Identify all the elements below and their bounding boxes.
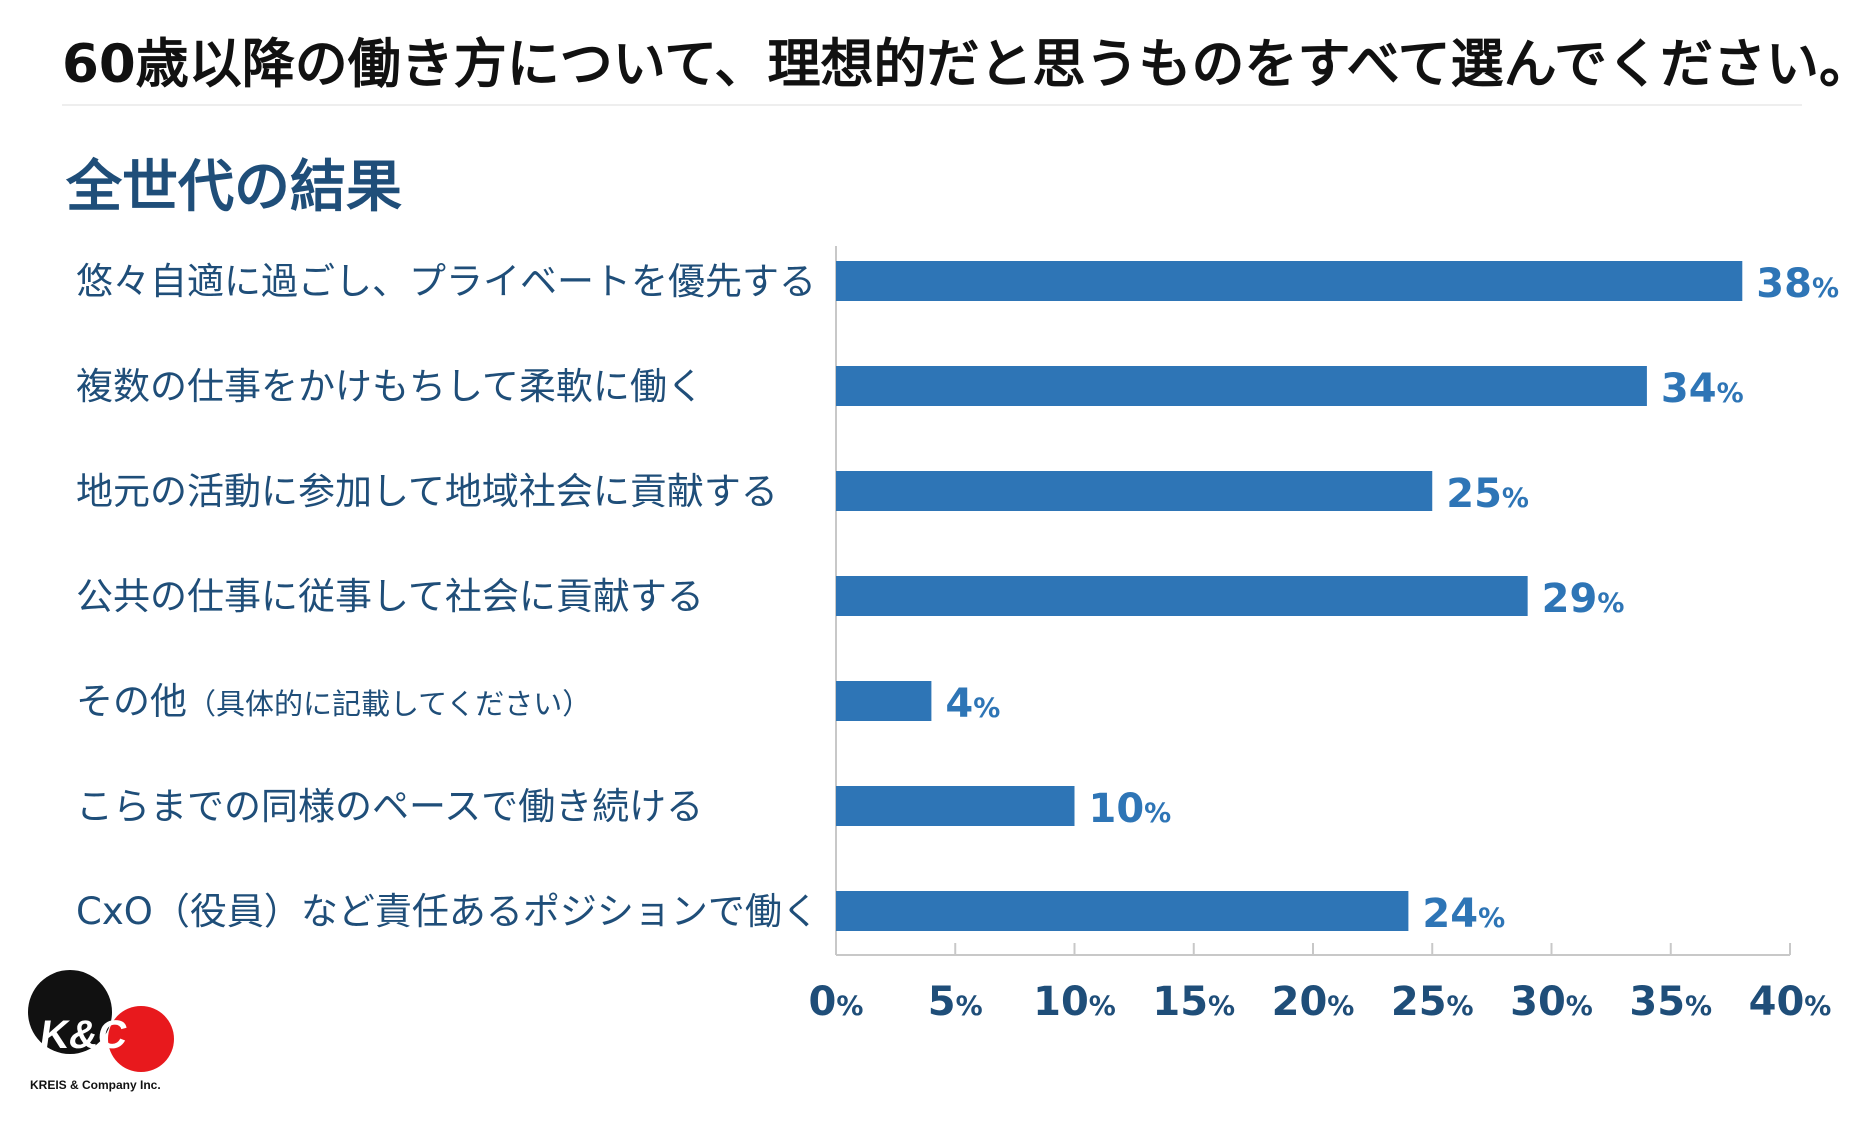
bar: [836, 471, 1433, 511]
value-label: 10%: [1089, 786, 1172, 832]
x-tick-label: 20%: [1272, 979, 1355, 1025]
bar: [836, 366, 1647, 406]
value-label: 38%: [1756, 261, 1839, 307]
category-label: 複数の仕事をかけもちして柔軟に働く: [76, 365, 704, 408]
x-tick-label: 25%: [1391, 979, 1474, 1025]
chart-subtitle: 全世代の結果: [66, 155, 402, 220]
bar: [836, 786, 1075, 826]
logo-caption: KREIS & Company Inc.: [30, 1078, 161, 1092]
category-label: 公共の仕事に従事して社会に貢献する: [76, 575, 704, 618]
x-tick-label: 35%: [1629, 979, 1712, 1025]
bar: [836, 261, 1743, 301]
svg-text:K&C: K&C: [37, 1012, 130, 1057]
category-label: 地元の活動に参加して地域社会に貢献する: [76, 470, 778, 513]
value-label: 25%: [1446, 471, 1529, 517]
value-label: 4%: [945, 681, 1000, 727]
category-label: 悠々自適に過ごし、プライベートを優先する: [76, 260, 816, 303]
bar: [836, 576, 1528, 616]
x-tick-label: 15%: [1152, 979, 1235, 1025]
title-divider: [62, 104, 1802, 106]
x-tick-label: 0%: [809, 979, 864, 1025]
x-tick-label: 40%: [1749, 979, 1832, 1025]
value-label: 24%: [1422, 891, 1505, 937]
category-label: こらまでの同様のペースで働き続ける: [76, 785, 703, 828]
x-tick-label: 10%: [1033, 979, 1116, 1025]
kc-logo: K&C: [28, 970, 174, 1072]
category-label: その他（具体的に記載してください）: [76, 680, 591, 723]
bar: [836, 681, 932, 721]
x-tick-label: 5%: [928, 979, 983, 1025]
category-label: CxO（役員）など責任あるポジションで働く: [76, 890, 819, 933]
value-label: 34%: [1661, 366, 1744, 412]
page-title: 60歳以降の働き方について、理想的だと思うものをすべて選んでください。: [62, 34, 1856, 95]
value-label: 29%: [1542, 576, 1625, 622]
bar: [836, 891, 1409, 931]
x-tick-label: 30%: [1510, 979, 1593, 1025]
